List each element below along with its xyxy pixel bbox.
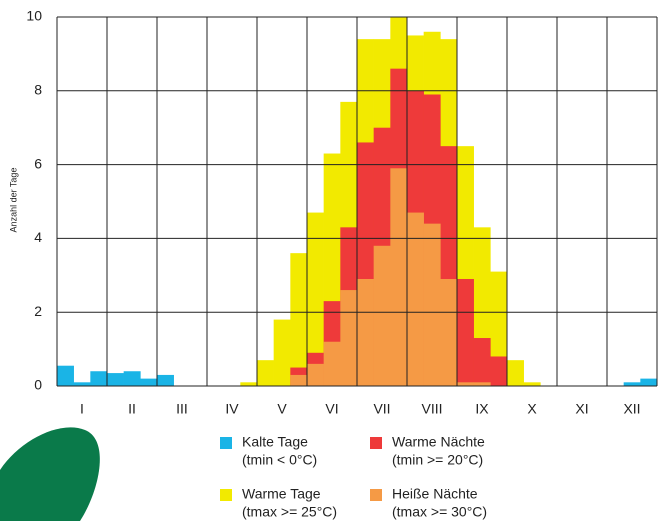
x-tick-label: I bbox=[80, 401, 84, 417]
x-tick-label: VII bbox=[373, 401, 390, 417]
bar bbox=[457, 279, 474, 386]
y-tick-label: 4 bbox=[34, 229, 42, 245]
chart: Anzahl der Tage 0246810IIIIIIIVVVIVIIVII… bbox=[0, 0, 662, 521]
y-tick-label: 2 bbox=[34, 303, 42, 319]
x-tick-label: II bbox=[128, 401, 136, 417]
bar bbox=[140, 379, 157, 386]
x-tick-label: VIII bbox=[421, 401, 442, 417]
bar bbox=[307, 364, 324, 386]
legend-swatch bbox=[370, 489, 382, 501]
y-axis-label: Anzahl der Tage bbox=[8, 168, 18, 233]
bar bbox=[290, 375, 307, 386]
bar bbox=[124, 371, 141, 386]
legend-label: Warme Nächte bbox=[392, 434, 485, 450]
legend-note: (tmin < 0°C) bbox=[242, 452, 317, 468]
legend-label: Warme Tage bbox=[242, 486, 321, 502]
x-tick-label: XI bbox=[575, 401, 588, 417]
bar bbox=[157, 375, 174, 386]
x-tick-label: X bbox=[527, 401, 537, 417]
y-tick-label: 8 bbox=[34, 82, 42, 98]
bar bbox=[390, 168, 407, 386]
y-tick-label: 10 bbox=[26, 8, 42, 24]
decoration bbox=[0, 427, 100, 521]
bar bbox=[424, 224, 441, 386]
bar bbox=[107, 373, 124, 386]
legend-swatch bbox=[220, 437, 232, 449]
legend-note: (tmax >= 30°C) bbox=[392, 504, 487, 520]
bar bbox=[440, 279, 457, 386]
bar bbox=[490, 356, 507, 386]
bar bbox=[374, 246, 391, 386]
x-tick-label: VI bbox=[325, 401, 338, 417]
bar bbox=[457, 382, 474, 386]
x-tick-label: IV bbox=[225, 401, 239, 417]
x-tick-label: V bbox=[277, 401, 287, 417]
bar bbox=[624, 382, 641, 386]
bar bbox=[74, 382, 91, 386]
bar bbox=[524, 382, 541, 386]
x-tick-label: IX bbox=[475, 401, 489, 417]
bar bbox=[57, 366, 74, 386]
legend-label: Kalte Tage bbox=[242, 434, 308, 450]
bar bbox=[640, 379, 657, 386]
legend-note: (tmin >= 20°C) bbox=[392, 452, 483, 468]
y-tick-label: 0 bbox=[34, 377, 42, 393]
x-tick-label: III bbox=[176, 401, 188, 417]
bar bbox=[274, 320, 291, 386]
bar bbox=[340, 290, 357, 386]
legend-label: Heiße Nächte bbox=[392, 486, 478, 502]
bar bbox=[357, 279, 374, 386]
bar bbox=[474, 338, 491, 386]
bar bbox=[507, 360, 524, 386]
y-tick-label: 6 bbox=[34, 155, 42, 171]
x-tick-label: XII bbox=[623, 401, 640, 417]
bar bbox=[290, 253, 307, 386]
bar bbox=[324, 342, 341, 386]
legend-swatch bbox=[370, 437, 382, 449]
bar bbox=[257, 360, 274, 386]
bar bbox=[240, 382, 257, 386]
bar bbox=[474, 382, 491, 386]
legend-swatch bbox=[220, 489, 232, 501]
legend-note: (tmax >= 25°C) bbox=[242, 504, 337, 520]
bar bbox=[90, 371, 107, 386]
